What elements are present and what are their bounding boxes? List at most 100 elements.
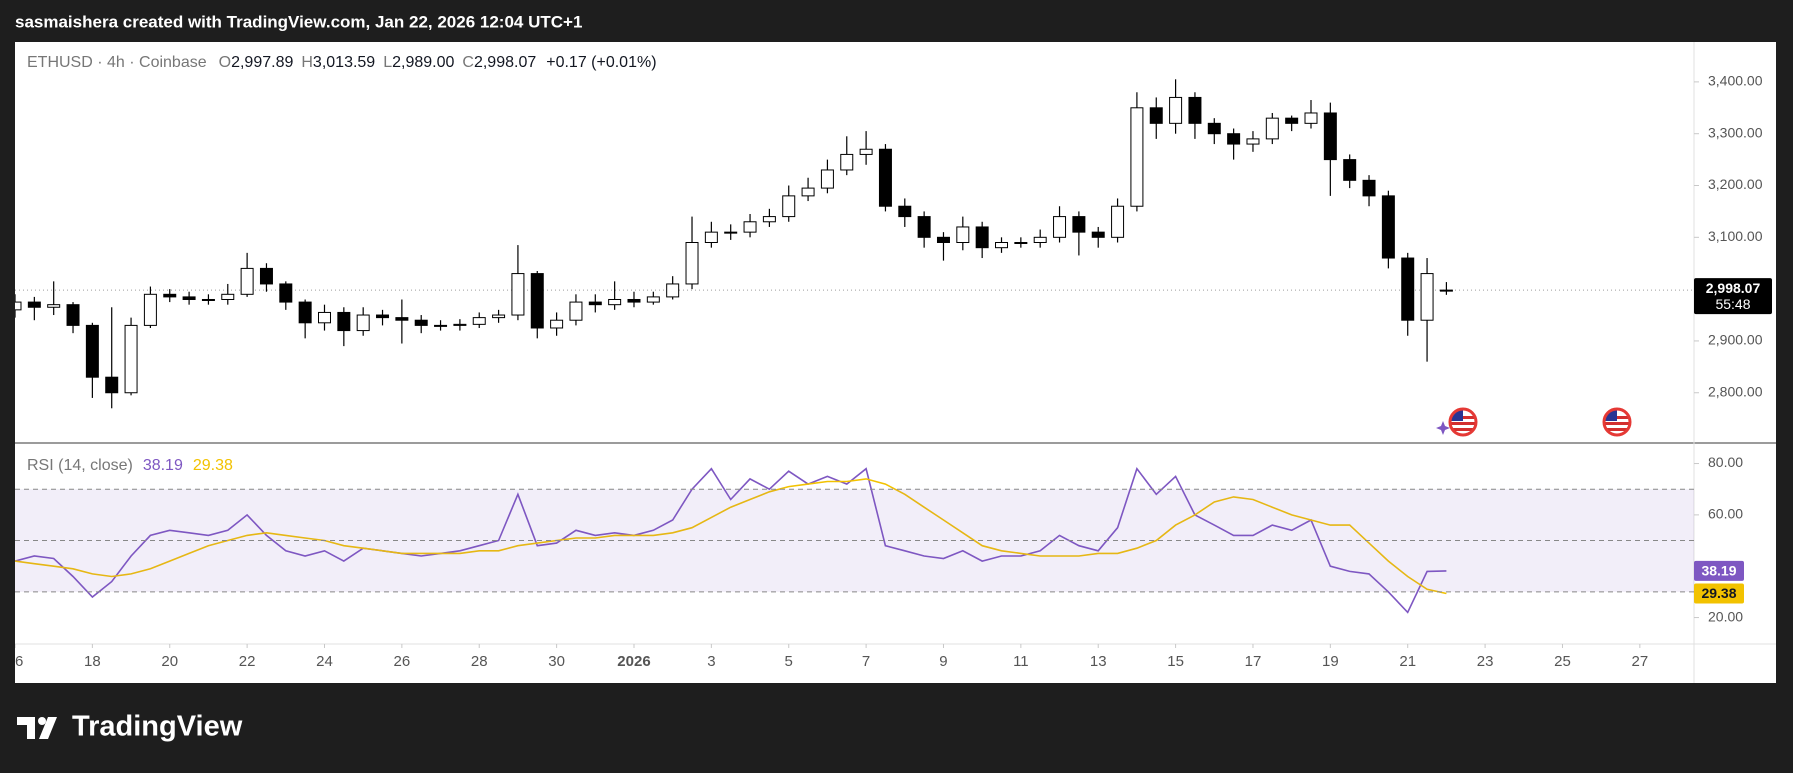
x-tick-label: 19	[1322, 653, 1339, 670]
legend: ETHUSD · 4h · Coinbase O2,997.89 H3,013.59…	[27, 54, 657, 71]
rsi-y-tick-label: 80.00	[1708, 454, 1743, 470]
candle-body	[1265, 117, 1279, 140]
legend-ohlc-value: 2,989.00	[392, 54, 454, 71]
candle-body	[1343, 159, 1357, 181]
candle-body	[550, 319, 564, 329]
x-tick-label: 7	[862, 653, 870, 670]
legend-change: +0.17 (+0.01%)	[546, 54, 656, 71]
rsi-legend-title: RSI (14, close)	[27, 457, 133, 474]
candle-body	[240, 267, 254, 295]
candle-body	[279, 283, 293, 303]
candle-body	[492, 314, 506, 319]
rsi-line	[15, 478, 1447, 595]
candle-body	[1304, 112, 1318, 124]
candle-body	[298, 301, 312, 324]
candle-body	[376, 314, 390, 319]
x-tick-label: 23	[1477, 653, 1494, 670]
event-icon	[1602, 407, 1632, 437]
x-tick-label: 22	[239, 653, 256, 670]
x-tick-label: 3	[707, 653, 715, 670]
candle-body	[1227, 133, 1241, 145]
candle-body	[221, 293, 235, 300]
x-tick-label: 20	[161, 653, 178, 670]
candle-body	[1439, 289, 1453, 292]
candle-body	[840, 153, 854, 171]
candle-body	[1420, 273, 1434, 321]
candle-body	[472, 317, 486, 325]
candle-body	[1053, 216, 1067, 238]
candle-body	[143, 293, 157, 326]
candle-body	[1091, 231, 1105, 238]
candle-body	[1169, 96, 1183, 124]
x-tick-label: 9	[939, 653, 947, 670]
candle-body	[1014, 242, 1028, 244]
candle-body	[1149, 107, 1163, 124]
candle-body	[1207, 122, 1221, 135]
x-tick-label: 15	[1167, 653, 1184, 670]
candle-body	[1072, 216, 1086, 233]
candle-body	[782, 195, 796, 218]
candle-body	[530, 273, 544, 329]
legend-ohlc-value: 2,998.07	[474, 54, 536, 71]
candle-body	[608, 298, 622, 306]
candle-body	[1401, 257, 1415, 321]
candle-body	[317, 311, 331, 324]
rsi-badge-value: 29.38	[1701, 585, 1736, 601]
candle-body	[1362, 179, 1376, 197]
x-tick-label: 5	[785, 653, 793, 670]
candle-body	[356, 314, 370, 332]
x-tick-label: 17	[1245, 653, 1262, 670]
price-badge	[1694, 278, 1772, 315]
candle-body	[1111, 205, 1125, 238]
legend-ohlc-label: L	[383, 54, 392, 71]
candle-body	[1323, 112, 1337, 161]
candle-body	[685, 242, 699, 285]
x-tick-label: 26	[394, 653, 411, 670]
x-tick-label: 24	[316, 653, 333, 670]
candle-body	[898, 205, 912, 218]
candle-body	[337, 311, 351, 332]
candle-body	[124, 324, 138, 394]
rsi-badge	[1694, 560, 1744, 581]
candle-body	[646, 296, 660, 303]
y-tick-label: 3,100.00	[1708, 228, 1763, 244]
candle-body	[878, 148, 892, 207]
candle-body	[434, 324, 448, 327]
candle-body	[627, 298, 641, 303]
candle-body	[917, 216, 931, 238]
x-tick-label: 11	[1013, 653, 1029, 670]
candle-body	[105, 376, 119, 394]
legend-ohlc-label: C	[462, 54, 474, 71]
legend-ohlc-value: 2,997.89	[231, 54, 293, 71]
rsi-line	[15, 466, 1447, 614]
candle-body	[995, 242, 1009, 249]
candle-body	[15, 301, 22, 311]
price-badge-value: 2,998.07	[1706, 280, 1761, 296]
y-tick-label: 2,900.00	[1708, 332, 1763, 348]
rsi-y-tick-label: 20.00	[1708, 608, 1743, 624]
candle-body	[511, 273, 525, 316]
candle-body	[666, 283, 680, 298]
candle-body	[201, 298, 215, 301]
candle-body	[801, 187, 815, 197]
x-tick-label: 21	[1399, 653, 1416, 670]
candle-body	[66, 304, 80, 326]
candle-body	[588, 301, 602, 306]
candle-body	[414, 319, 428, 326]
candle-body	[762, 216, 776, 223]
logo	[17, 717, 57, 739]
candle-body	[704, 231, 718, 244]
candle-body	[724, 231, 738, 234]
x-tick-label: 28	[471, 653, 488, 670]
x-tick-label: 13	[1090, 653, 1107, 670]
rsi-legend-value: 29.38	[193, 457, 233, 474]
x-tick-label: 25	[1554, 653, 1571, 670]
candle-body	[1130, 107, 1144, 207]
x-tick-label: 16	[7, 653, 24, 670]
rsi-badge-value: 38.19	[1701, 563, 1736, 579]
rsi-legend-value: 38.19	[143, 457, 183, 474]
y-tick-label: 3,200.00	[1708, 176, 1763, 192]
candle-body	[1188, 96, 1202, 124]
price-badge-countdown: 55:48	[1715, 296, 1750, 312]
y-tick-label: 2,800.00	[1708, 383, 1763, 399]
